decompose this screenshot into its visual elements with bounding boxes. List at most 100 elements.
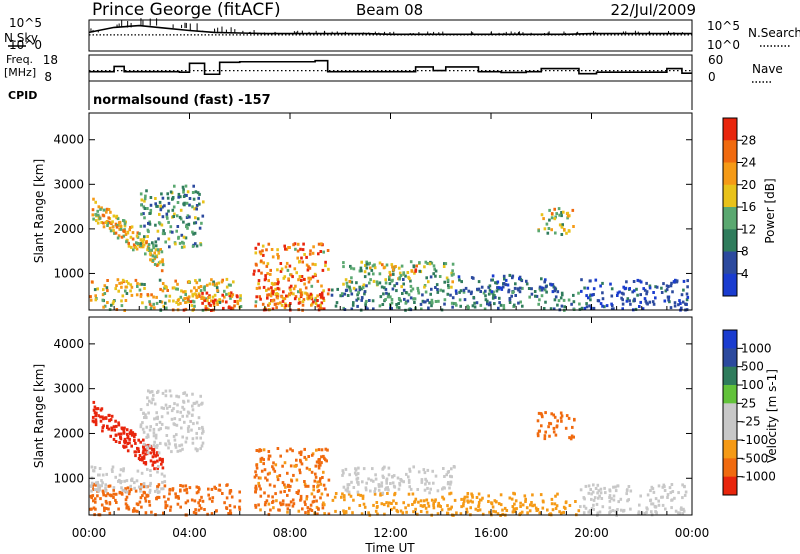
- power-cell: [292, 243, 295, 247]
- power-cell: [395, 289, 398, 293]
- nsky-line: [88, 24, 692, 36]
- power-colorbar-tick-label: 24: [741, 156, 756, 170]
- velocity-cell: [255, 466, 259, 470]
- power-cell: [669, 284, 673, 288]
- velocity-cell: [374, 509, 378, 513]
- power-cell: [316, 299, 319, 302]
- power-cell: [161, 282, 165, 285]
- power-cell: [187, 300, 190, 304]
- velocity-cell: [155, 445, 159, 449]
- power-cell: [568, 229, 571, 233]
- velocity-cell: [388, 501, 391, 505]
- velocity-cell: [377, 488, 381, 492]
- velocity-cell: [416, 512, 419, 516]
- power-cell: [397, 306, 401, 310]
- velocity-cell: [599, 487, 603, 491]
- velocity-cell: [192, 510, 196, 514]
- velocity-cell: [187, 399, 190, 403]
- velocity-cell: [333, 495, 337, 499]
- power-cell: [231, 306, 235, 310]
- velocity-cell: [401, 511, 405, 515]
- velocity-cell: [142, 438, 145, 442]
- power-cell: [313, 298, 317, 302]
- velocity-cell: [460, 505, 463, 509]
- power-cell: [673, 301, 677, 305]
- velocity-cell: [206, 512, 209, 516]
- velocity-cell: [148, 484, 152, 488]
- velocity-cell: [197, 486, 200, 490]
- power-cell: [686, 279, 689, 283]
- velocity-cell: [660, 495, 663, 499]
- power-cell: [124, 299, 128, 302]
- velocity-cell: [173, 402, 176, 406]
- velocity-cell: [306, 506, 310, 510]
- velocity-cell: [281, 502, 285, 506]
- velocity-cell: [361, 494, 365, 498]
- power-cell: [200, 297, 203, 300]
- power-cell: [149, 250, 152, 254]
- velocity-cell: [323, 512, 326, 516]
- power-cell: [320, 301, 324, 305]
- power-cell: [260, 271, 263, 275]
- velocity-cell: [382, 466, 385, 470]
- power-cell: [289, 302, 292, 305]
- velocity-cell: [263, 468, 267, 472]
- power-cell: [281, 299, 285, 303]
- power-cell: [356, 297, 360, 301]
- power-cell: [426, 298, 429, 302]
- power-cell: [157, 221, 161, 225]
- velocity-cell: [92, 482, 95, 486]
- power-cell: [562, 298, 566, 302]
- velocity-cell: [123, 489, 127, 493]
- power-cell: [368, 299, 371, 302]
- power-cell: [350, 292, 354, 296]
- velocity-cell: [95, 407, 98, 411]
- velocity-cell: [425, 498, 429, 502]
- power-cell: [389, 273, 392, 277]
- power-cell: [296, 249, 300, 253]
- velocity-cell: [320, 448, 324, 452]
- velocity-cell: [185, 487, 188, 491]
- power-cell: [555, 212, 558, 216]
- power-cell: [257, 282, 260, 286]
- velocity-cell: [161, 487, 165, 491]
- velocity-cell: [553, 502, 557, 506]
- velocity-cell: [262, 448, 266, 452]
- velocity-cell: [145, 416, 148, 420]
- velocity-cell: [195, 436, 199, 440]
- power-cell: [407, 275, 410, 279]
- power-cell: [295, 271, 298, 275]
- velocity-cell: [608, 511, 611, 515]
- velocity-cell: [365, 481, 368, 485]
- velocity-cell: [670, 506, 673, 510]
- velocity-cell: [534, 506, 538, 510]
- power-cell: [187, 280, 191, 283]
- velocity-cell: [286, 507, 290, 511]
- velocity-cell: [307, 511, 310, 515]
- power-cell: [550, 283, 553, 287]
- power-cell: [357, 291, 360, 295]
- power-cell: [257, 242, 260, 246]
- velocity-cell: [392, 484, 396, 488]
- velocity-cell: [491, 505, 495, 509]
- velocity-cell: [316, 480, 319, 484]
- velocity-cell: [441, 487, 444, 491]
- power-cell: [180, 245, 184, 249]
- power-cell: [117, 289, 120, 293]
- power-cell: [503, 277, 506, 281]
- power-cell: [596, 299, 600, 303]
- velocity-cell: [413, 500, 416, 504]
- velocity-cell: [267, 502, 271, 506]
- velocity-cell: [172, 434, 176, 438]
- power-cell: [455, 303, 458, 307]
- velocity-cell: [299, 494, 303, 498]
- power-cell: [303, 282, 306, 286]
- power-cell: [557, 207, 561, 211]
- velocity-cell: [101, 473, 105, 477]
- velocity-cell: [195, 400, 199, 404]
- velocity-cell: [588, 509, 592, 513]
- velocity-cell: [156, 466, 159, 470]
- velocity-cell: [179, 449, 182, 453]
- power-cell: [490, 290, 494, 294]
- power-cell: [404, 274, 407, 278]
